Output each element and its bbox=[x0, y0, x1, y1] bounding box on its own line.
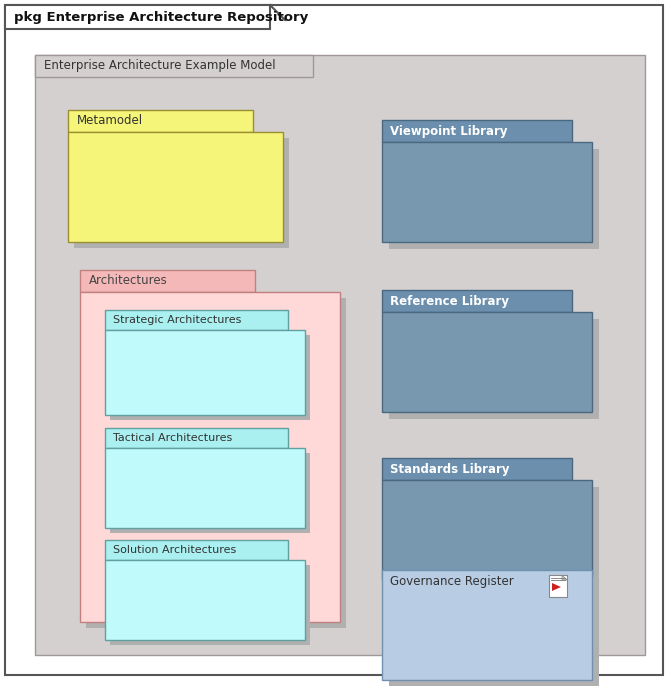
Bar bbox=[86, 298, 346, 628]
Bar bbox=[382, 142, 592, 242]
Bar bbox=[35, 55, 645, 655]
Bar bbox=[389, 149, 599, 249]
Bar bbox=[105, 540, 288, 560]
Polygon shape bbox=[562, 575, 567, 580]
Bar bbox=[80, 270, 255, 292]
Bar bbox=[382, 312, 592, 412]
Bar bbox=[382, 480, 592, 580]
Bar bbox=[80, 292, 340, 622]
Polygon shape bbox=[552, 583, 561, 591]
Text: Viewpoint Library: Viewpoint Library bbox=[390, 124, 507, 137]
Bar bbox=[35, 55, 313, 77]
Bar bbox=[105, 428, 288, 448]
Bar bbox=[105, 560, 305, 640]
Bar bbox=[382, 570, 592, 680]
Bar bbox=[382, 290, 572, 312]
Bar bbox=[110, 453, 310, 533]
Text: Standards Library: Standards Library bbox=[390, 462, 509, 475]
Bar bbox=[68, 110, 253, 132]
Bar bbox=[389, 487, 599, 587]
Text: Architectures: Architectures bbox=[89, 274, 168, 287]
Text: Reference Library: Reference Library bbox=[390, 294, 509, 307]
Bar bbox=[110, 335, 310, 420]
Text: Metamodel: Metamodel bbox=[77, 115, 143, 128]
Bar bbox=[105, 310, 288, 330]
Bar bbox=[105, 330, 305, 415]
Bar bbox=[389, 577, 599, 686]
Bar bbox=[382, 120, 572, 142]
Bar bbox=[382, 458, 572, 480]
Bar bbox=[549, 575, 567, 597]
Text: Governance Register: Governance Register bbox=[390, 574, 514, 587]
Bar bbox=[74, 138, 289, 248]
Text: pkg Enterprise Architecture Repository: pkg Enterprise Architecture Repository bbox=[14, 10, 308, 23]
Bar bbox=[105, 448, 305, 528]
Bar bbox=[110, 565, 310, 645]
Text: Solution Architectures: Solution Architectures bbox=[113, 545, 236, 555]
Bar bbox=[5, 5, 270, 29]
Bar bbox=[389, 319, 599, 419]
Text: Strategic Architectures: Strategic Architectures bbox=[113, 315, 242, 325]
Text: Tactical Architectures: Tactical Architectures bbox=[113, 433, 232, 443]
Bar bbox=[68, 132, 283, 242]
Text: Enterprise Architecture Example Model: Enterprise Architecture Example Model bbox=[44, 60, 276, 73]
